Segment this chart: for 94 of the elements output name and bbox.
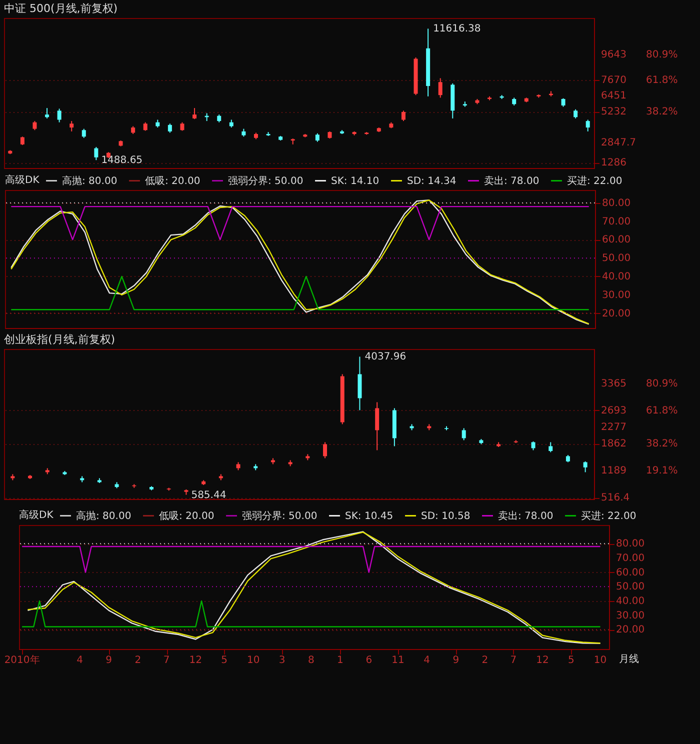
candlestick — [70, 120, 74, 132]
legend-label: 强弱分界: 50.00 — [242, 510, 318, 522]
annotation: 1488.65 — [101, 155, 143, 166]
x-tick-label: 3 — [278, 655, 286, 666]
y-tick-label: 40.00 — [602, 271, 631, 282]
y-tick-label: 40.00 — [616, 596, 645, 607]
x-tick-label: 6 — [366, 655, 372, 666]
y-tick-label: 50.00 — [602, 253, 631, 264]
candlestick — [462, 428, 466, 441]
candlestick — [192, 108, 197, 120]
legend-label: SD: 10.58 — [421, 510, 470, 522]
candlestick — [438, 78, 442, 98]
y-tick-label: 50.00 — [616, 582, 645, 593]
x-tick-label: 7 — [163, 655, 170, 666]
x-tick-label: 4 — [76, 655, 83, 666]
candlestick — [94, 146, 98, 161]
annotation: 11616.38 — [433, 24, 481, 35]
y-tick-label: 80.00 — [602, 198, 631, 209]
x-tick-label: 2 — [482, 655, 488, 666]
x-tick-label: 9 — [452, 655, 460, 666]
y-tick-label: 20.00 — [616, 624, 645, 636]
y-tick-label: 70.00 — [616, 552, 645, 564]
legend-label: 低吸: 20.00 — [145, 176, 200, 187]
legend-label: 卖出: 78.00 — [498, 510, 554, 522]
y2-tick-label: 38.2% — [646, 438, 678, 450]
y-tick-label: 1862 — [601, 438, 626, 450]
candlestick — [57, 108, 62, 123]
y-tick-label: 20.00 — [602, 308, 631, 320]
y-tick-label: 2847.7 — [601, 137, 636, 148]
y-tick-label: 30.00 — [616, 610, 645, 622]
x-tick-label: 2010年 — [4, 654, 40, 666]
candlestick — [574, 108, 578, 119]
y-tick-label: 3365 — [601, 378, 626, 390]
y2-tick-label: 61.8% — [646, 74, 678, 86]
x-tick-label: 2 — [134, 655, 142, 666]
y-tick-label: 30.00 — [602, 290, 631, 301]
candlestick — [82, 128, 86, 138]
chart-title: 创业板指(月线,前复权) — [4, 333, 116, 346]
candlestick — [401, 110, 406, 122]
annotation: 585.44 — [191, 490, 226, 501]
x-tick-label: 1 — [337, 655, 344, 666]
x-tick-label: 10 — [594, 655, 607, 666]
candlestick — [45, 108, 50, 119]
x-tick-label: 11 — [392, 655, 404, 666]
legend-label: SD: 14.34 — [407, 176, 456, 187]
legend-label: 高抛: 80.00 — [62, 174, 118, 187]
x-tick-label: 9 — [106, 655, 112, 666]
x-tick-label: 8 — [308, 655, 314, 666]
y-tick-label: 6451 — [601, 90, 626, 102]
text: 月线 — [619, 653, 639, 665]
candlestick — [323, 442, 328, 459]
legend-label: 买进: 22.00 — [581, 510, 636, 522]
y-tick-label: 5232 — [601, 106, 626, 118]
x-tick-label: 7 — [510, 655, 517, 666]
x-tick-label: 5 — [221, 655, 228, 666]
legend-title: 高级DK — [19, 509, 54, 521]
x-tick-label: 12 — [536, 655, 549, 666]
legend-title: 高级DK — [5, 174, 40, 186]
y-tick-label: 80.00 — [616, 538, 645, 550]
legend-label: 高抛: 80.00 — [76, 510, 132, 522]
legend-label: 卖出: 78.00 — [484, 174, 540, 187]
candlestick — [583, 460, 588, 473]
chart-title: 中证 500(月线,前复权) — [4, 2, 118, 15]
y-tick-label: 2277 — [601, 422, 626, 434]
y-tick-label: 9643 — [601, 49, 626, 60]
candlestick — [586, 119, 590, 132]
y-tick-label: 1286 — [601, 158, 626, 169]
x-tick-label: 5 — [568, 655, 574, 666]
y-tick-label: 2693 — [601, 405, 626, 416]
y-tick-label: 60.00 — [616, 567, 645, 578]
legend-label: 买进: 22.00 — [567, 174, 622, 187]
y-tick-label: 70.00 — [602, 216, 631, 228]
legend-label: SK: 10.45 — [345, 510, 394, 522]
legend-label: 低吸: 20.00 — [159, 510, 214, 522]
candlestick — [548, 442, 553, 453]
y2-tick-label: 80.9% — [646, 49, 678, 60]
x-tick-label: 10 — [247, 655, 260, 666]
y-tick-label: 7670 — [601, 74, 626, 86]
legend-label: 强弱分界: 50.00 — [228, 174, 304, 187]
x-tick-label: 12 — [189, 655, 202, 666]
y-tick-label: 60.00 — [602, 234, 631, 246]
x-tick-label: 4 — [424, 655, 430, 666]
annotation: 4037.96 — [364, 352, 406, 363]
candlestick — [358, 356, 362, 411]
y2-tick-label: 38.2% — [646, 106, 678, 118]
y-tick-label: 1189 — [601, 466, 626, 477]
candlestick — [32, 120, 37, 131]
y-tick-label: 516.4 — [601, 492, 630, 504]
y2-tick-label: 80.9% — [646, 378, 678, 390]
legend-label: SK: 14.10 — [331, 176, 380, 187]
y2-tick-label: 61.8% — [646, 405, 678, 416]
candlestick — [168, 123, 172, 134]
y2-tick-label: 19.1% — [646, 466, 678, 477]
candlestick — [375, 402, 380, 451]
